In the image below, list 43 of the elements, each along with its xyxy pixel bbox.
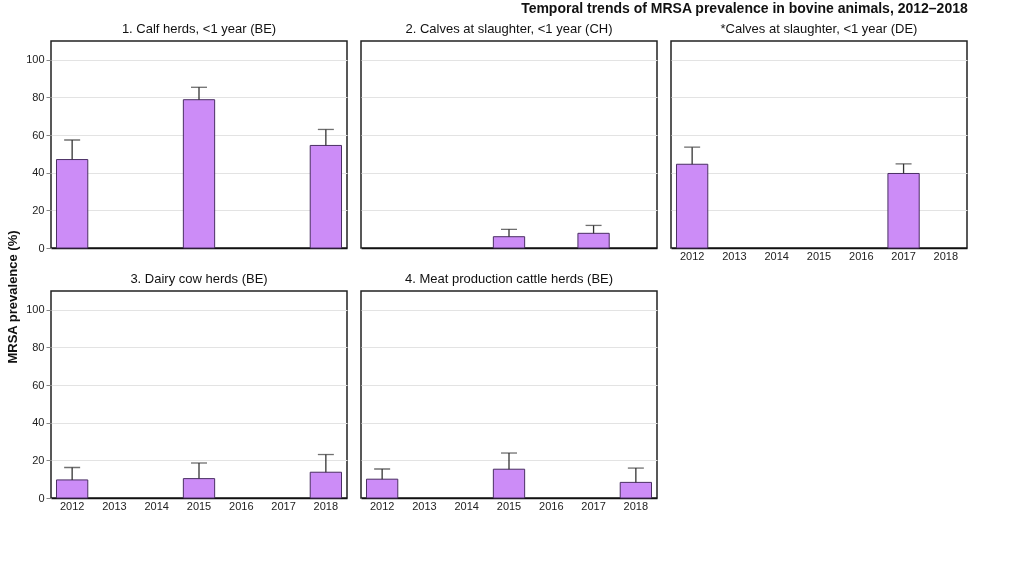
x-tick-label: 2013 — [412, 499, 437, 512]
y-axis-title: MRSA prevalence (%) — [5, 230, 20, 364]
bar — [56, 159, 89, 249]
chart-title: 1. Calf herds, <1 year (BE) — [121, 21, 277, 36]
y-tick-label: 60 — [32, 128, 45, 141]
x-tick-label: 2014 — [144, 499, 169, 512]
y-tick-label: 20 — [32, 203, 45, 216]
x-tick-label: 2016 — [229, 499, 254, 512]
x-tick-label: 2015 — [806, 249, 832, 262]
x-tick-label: 2012 — [369, 499, 395, 512]
x-tick-label: 2012 — [59, 499, 85, 512]
x-tick-label: 2018 — [313, 499, 339, 512]
bar — [309, 144, 342, 249]
x-tick-label: 2013 — [722, 249, 747, 262]
x-tick-label: 2016 — [539, 499, 564, 512]
y-tick-label: 100 — [26, 53, 45, 66]
y-tick-label: 60 — [32, 378, 45, 391]
bar — [182, 99, 216, 249]
y-tick-label: 80 — [32, 90, 45, 103]
x-tick-label: 2012 — [679, 249, 705, 262]
y-tick-label: 40 — [32, 416, 45, 429]
text: Temporal trends of MRSA prevalence in bovine animals, 2012–2018 — [521, 0, 968, 17]
y-tick-label: 20 — [32, 453, 45, 466]
y-tick-label: 100 — [26, 303, 45, 316]
x-tick-label: 2017 — [581, 499, 606, 512]
chart-title: *Calves at slaughter, <1 year (DE) — [720, 21, 918, 36]
y-tick-label: 0 — [38, 491, 45, 504]
x-tick-label: 2018 — [933, 249, 959, 262]
x-tick-label: 2015 — [186, 499, 212, 512]
y-tick-label: 40 — [32, 166, 45, 179]
chart-title: 4. Meat production cattle herds (BE) — [404, 271, 614, 286]
x-tick-label: 2014 — [764, 249, 789, 262]
x-tick-label: 2013 — [102, 499, 127, 512]
x-tick-label: 2017 — [891, 249, 916, 262]
x-tick-label: 2018 — [623, 499, 649, 512]
x-tick-label: 2016 — [849, 249, 874, 262]
x-tick-label: 2017 — [271, 499, 296, 512]
y-tick-label: 0 — [38, 241, 45, 254]
x-tick-label: 2015 — [496, 499, 522, 512]
chart-title: 3. Dairy cow herds (BE) — [130, 271, 268, 286]
x-tick-label: 2014 — [454, 499, 479, 512]
chart-title: 2. Calves at slaughter, <1 year (CH) — [405, 21, 613, 36]
y-tick-label: 80 — [32, 340, 45, 353]
